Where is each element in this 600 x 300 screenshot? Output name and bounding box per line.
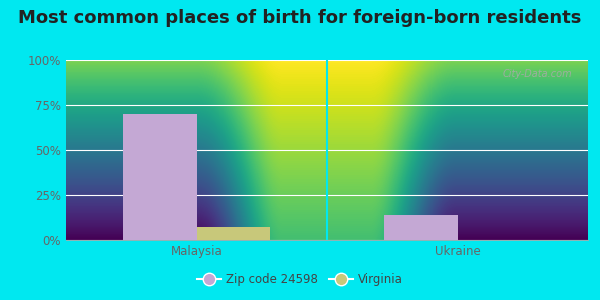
Text: Most common places of birth for foreign-born residents: Most common places of birth for foreign-… (19, 9, 581, 27)
Legend: Zip code 24598, Virginia: Zip code 24598, Virginia (193, 269, 407, 291)
Bar (385, 215, 458, 240)
Bar (197, 227, 269, 240)
Text: City-Data.com: City-Data.com (503, 69, 572, 79)
Bar (124, 114, 197, 240)
